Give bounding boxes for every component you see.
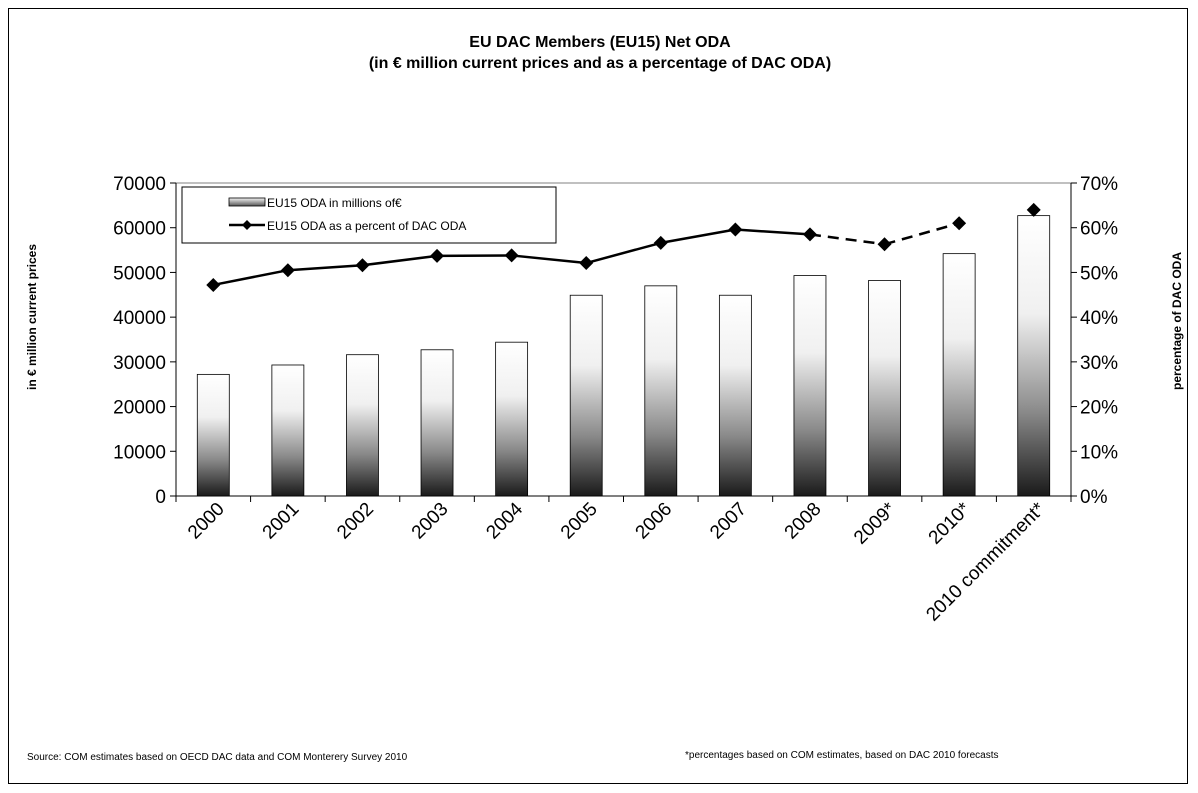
- x-tick-label: 2004: [482, 498, 527, 543]
- x-tick-label: 2005: [557, 499, 602, 544]
- line-segment: [735, 228, 811, 236]
- x-tick-label: 2007: [706, 499, 751, 544]
- y-tick-label: 0: [155, 487, 166, 508]
- line-marker: [280, 263, 295, 278]
- line-segment: [213, 268, 289, 287]
- line-marker: [653, 235, 668, 250]
- line-marker: [206, 277, 221, 292]
- line-segment: [287, 264, 363, 272]
- y-axis-label: in € million current prices: [25, 244, 39, 390]
- bar: [1017, 215, 1051, 497]
- line-segment: [362, 254, 438, 267]
- legend-bar-swatch: [228, 197, 266, 207]
- bar: [196, 373, 230, 497]
- chart-subtitle: (in € million current prices and as a pe…: [369, 55, 831, 72]
- y-tick-label: 10000: [113, 442, 166, 463]
- bar: [718, 294, 752, 497]
- y2-tick-label: 50%: [1080, 263, 1118, 284]
- y2-axis-label: percentage of DAC ODA: [1170, 252, 1184, 390]
- y2-tick-label: 40%: [1080, 308, 1118, 329]
- x-tick-label: 2003: [408, 499, 453, 544]
- chart-frame: EU DAC Members (EU15) Net ODA (in € mill…: [8, 8, 1188, 784]
- chart-title: EU DAC Members (EU15) Net ODA: [469, 34, 731, 51]
- bar: [793, 275, 827, 497]
- y-tick-label: 70000: [113, 174, 166, 195]
- y2-tick-label: 0%: [1080, 487, 1108, 508]
- y2-tick-label: 30%: [1080, 353, 1118, 374]
- x-tick-label: 2006: [632, 499, 677, 544]
- line-marker: [355, 258, 370, 273]
- source-note: Source: COM estimates based on OECD DAC …: [27, 752, 408, 763]
- line-segment: [511, 254, 587, 265]
- y2-tick-label: 20%: [1080, 398, 1118, 419]
- x-tick-label: 2001: [259, 499, 304, 544]
- y-tick-label: 20000: [113, 398, 166, 419]
- bar: [495, 341, 529, 497]
- y-tick-label: 40000: [113, 308, 166, 329]
- forecast-note: *percentages based on COM estimates, bas…: [685, 750, 999, 761]
- line-marker: [802, 227, 817, 242]
- x-tick-label: 2008: [781, 499, 826, 544]
- legend-bar-label: EU15 ODA in millions of€: [267, 196, 402, 210]
- y2-tick-label: 10%: [1080, 442, 1118, 463]
- bar: [942, 253, 976, 497]
- y-tick-label: 50000: [113, 263, 166, 284]
- line-marker: [579, 256, 594, 271]
- x-tick-label: 2010*: [925, 498, 975, 548]
- bar: [868, 280, 901, 497]
- line-segment: [809, 233, 885, 246]
- line-marker: [952, 216, 967, 231]
- legend: EU15 ODA in millions of€ EU15 ODA as a pe…: [181, 186, 557, 244]
- bar: [420, 349, 454, 497]
- bar: [346, 354, 379, 497]
- line-marker: [430, 248, 445, 263]
- y2-tick-label: 70%: [1080, 174, 1118, 195]
- y2-tick-label: 60%: [1080, 219, 1118, 240]
- x-tick-label: 2009*: [850, 498, 900, 548]
- x-tick-label: 2002: [333, 499, 378, 544]
- line-marker: [1026, 202, 1041, 217]
- line-segment: [585, 241, 662, 265]
- bar: [271, 364, 305, 497]
- line-marker: [504, 248, 519, 263]
- legend-line-marker: [242, 220, 252, 230]
- bar: [569, 294, 603, 497]
- line-marker: [877, 237, 892, 252]
- chart: EU DAC Members (EU15) Net ODA (in € mill…: [25, 34, 1184, 626]
- line-segment: [660, 228, 736, 245]
- x-tick-label: 2000: [184, 499, 229, 544]
- y-tick-label: 30000: [113, 353, 166, 374]
- line-marker: [728, 222, 743, 237]
- y-tick-label: 60000: [113, 219, 166, 240]
- legend-box: [181, 186, 557, 244]
- legend-line-label: EU15 ODA as a percent of DAC ODA: [267, 219, 466, 233]
- bar: [644, 285, 678, 497]
- line-segment: [884, 222, 960, 246]
